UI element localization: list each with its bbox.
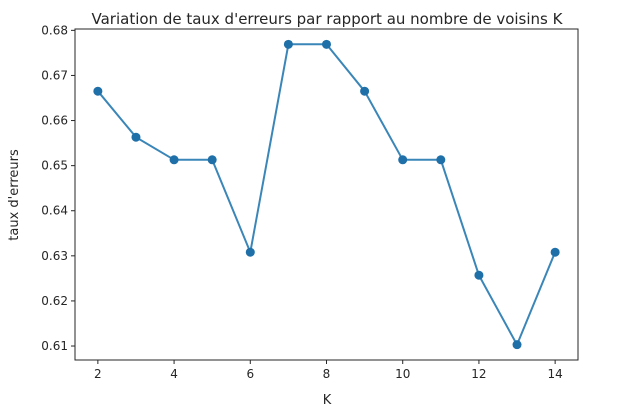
x-tick-label: 12: [471, 367, 486, 381]
data-point: [398, 155, 408, 165]
data-point: [436, 155, 446, 165]
y-tick-label: 0.64: [41, 204, 68, 218]
y-tick-label: 0.66: [41, 114, 68, 128]
x-axis-ticks: 2 4 6 8 10 12 14: [94, 360, 563, 381]
y-tick-label: 0.63: [41, 249, 68, 263]
data-point: [322, 39, 331, 49]
data-point: [512, 340, 522, 350]
chart-title: Variation de taux d'erreurs par rapport …: [92, 10, 564, 28]
data-point: [245, 247, 255, 257]
y-tick-label: 0.67: [41, 68, 68, 82]
data-point: [550, 247, 560, 257]
x-tick-label: 4: [170, 367, 178, 381]
data-point: [283, 39, 293, 49]
y-tick-label: 0.61: [41, 339, 68, 353]
data-point: [131, 132, 141, 142]
y-axis-ticks: 0.61 0.62 0.63 0.64 0.65 0.66 0.67 0.68: [41, 23, 75, 353]
data-point: [169, 155, 179, 165]
data-point: [360, 86, 370, 96]
y-tick-label: 0.68: [41, 23, 68, 37]
plot-frame: [74, 28, 579, 361]
data-point: [207, 155, 217, 165]
x-tick-label: 2: [94, 367, 102, 381]
x-tick-label: 14: [547, 367, 562, 381]
y-tick-label: 0.65: [41, 159, 68, 173]
x-tick-label: 8: [323, 367, 331, 381]
x-tick-label: 10: [395, 367, 410, 381]
x-tick-label: 6: [246, 367, 254, 381]
y-tick-label: 0.62: [41, 294, 68, 308]
data-point: [474, 270, 484, 280]
y-axis-label: taux d'erreurs: [7, 149, 22, 241]
x-axis-label: K: [323, 393, 332, 408]
series-points: [93, 39, 560, 350]
series-line: [97, 43, 557, 348]
data-point: [93, 86, 103, 96]
